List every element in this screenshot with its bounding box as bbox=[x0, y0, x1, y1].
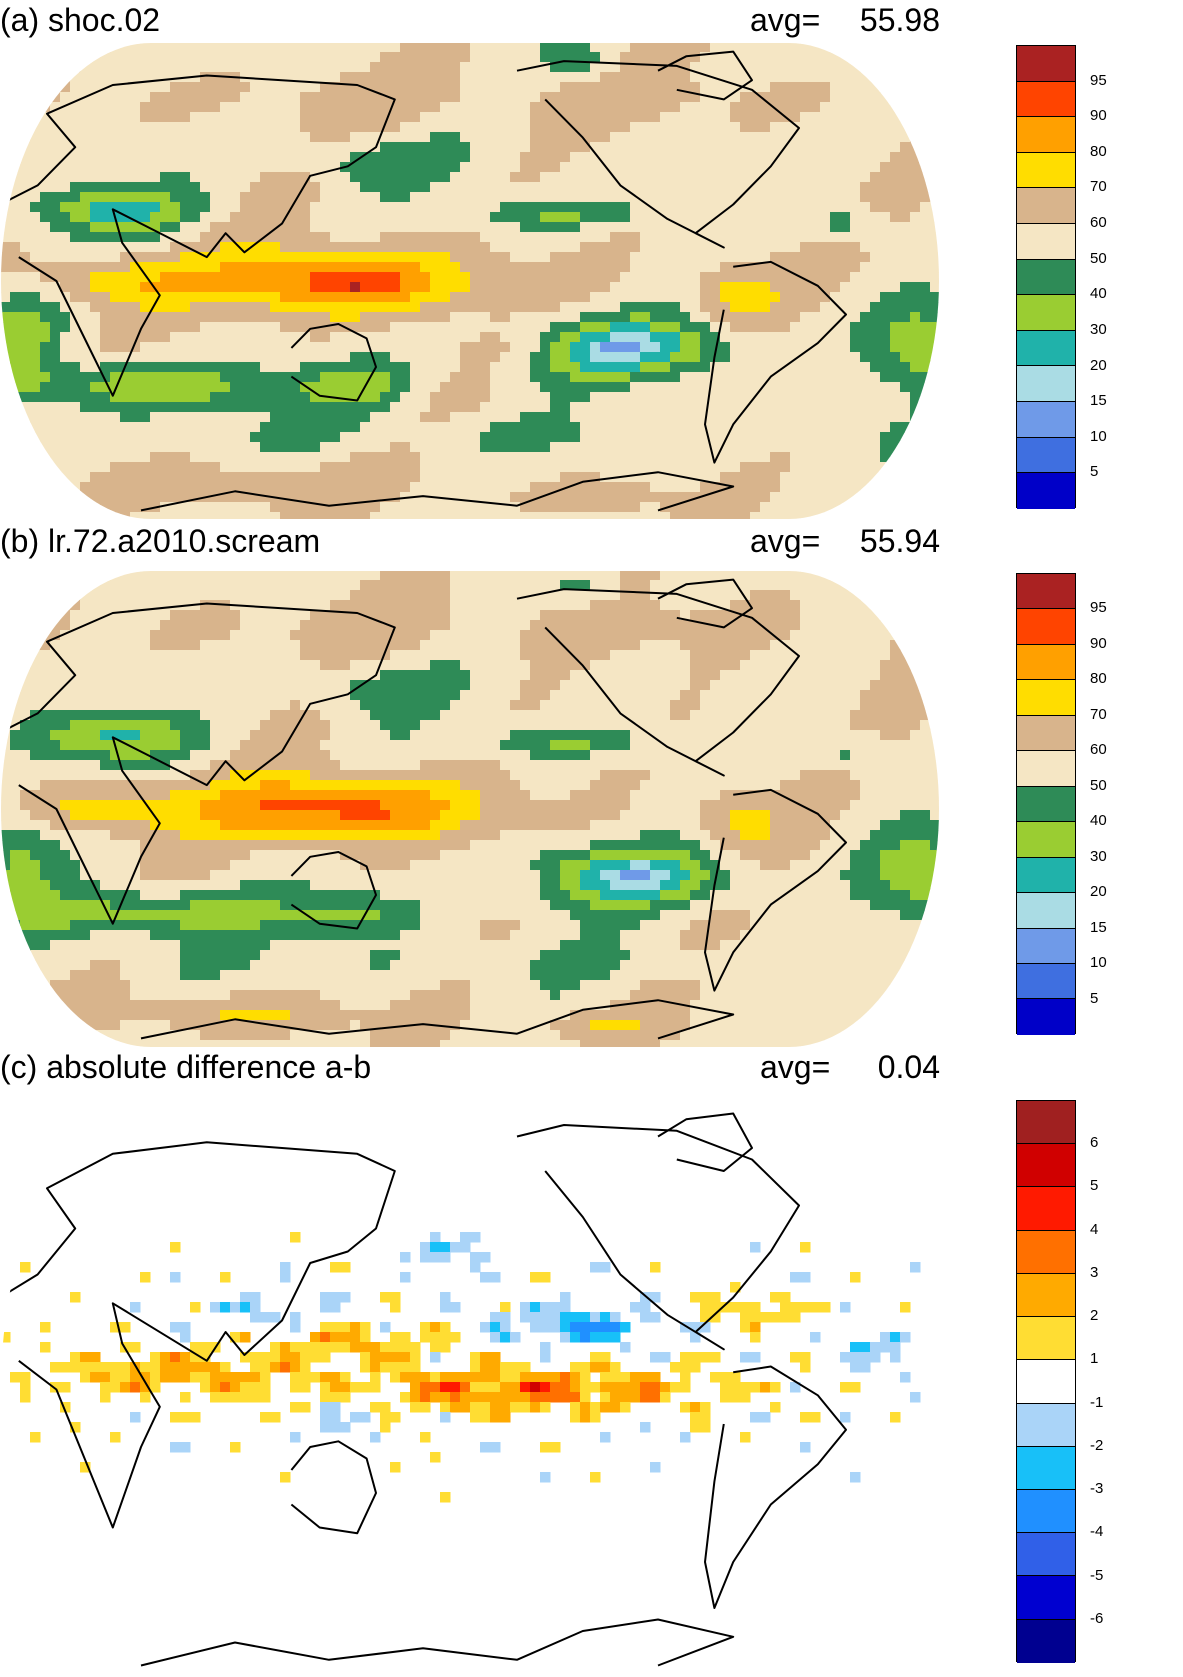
colorbar-swatch bbox=[1017, 786, 1075, 823]
avg-label: avg= bbox=[750, 523, 821, 559]
colorbar-swatch bbox=[1017, 1489, 1075, 1534]
colorbar-swatch bbox=[1017, 680, 1075, 716]
colorbar-swatch bbox=[1017, 402, 1075, 438]
colorbar-swatch bbox=[1017, 644, 1075, 681]
colorbar-tick-label: 80 bbox=[1090, 142, 1107, 160]
colorbar-tick-label: -4 bbox=[1090, 1523, 1104, 1541]
colorbar-tick-label: -2 bbox=[1090, 1436, 1104, 1454]
panel-c: (c) absolute difference a-b avg= 0.04 bbox=[0, 1049, 1183, 1677]
colorbar-swatch bbox=[1017, 473, 1075, 509]
colorbar-tick-label: 50 bbox=[1090, 776, 1107, 794]
map-c bbox=[1, 1112, 921, 1667]
panel-title: (a) shoc.02 bbox=[0, 2, 161, 38]
colorbar-tick-label: 15 bbox=[1090, 918, 1107, 936]
colorbar-swatch bbox=[1017, 822, 1075, 858]
colorbar-tick-label: -1 bbox=[1090, 1393, 1104, 1411]
colorbar-swatch bbox=[1017, 1533, 1075, 1577]
panel-title: (b) lr.72.a2010.scream bbox=[0, 523, 321, 559]
colorbar-tick-label: -6 bbox=[1090, 1609, 1104, 1627]
colorbar-swatch bbox=[1017, 437, 1075, 474]
colorbar-swatch bbox=[1017, 1403, 1075, 1447]
field-cells bbox=[1, 43, 939, 519]
colorbar-swatch bbox=[1017, 1144, 1075, 1188]
colorbar-swatch bbox=[1017, 1187, 1075, 1231]
coastlines bbox=[1, 1112, 847, 1667]
field-cells bbox=[1, 571, 939, 1047]
colorbar-swatch bbox=[1017, 857, 1075, 894]
coastlines bbox=[1, 50, 847, 512]
colorbar-tick-label: 5 bbox=[1090, 1177, 1099, 1195]
colorbar-tick-label: 70 bbox=[1090, 705, 1107, 723]
colorbar-swatch bbox=[1017, 295, 1075, 331]
colorbar-swatch bbox=[1017, 574, 1075, 610]
map-b bbox=[1, 571, 939, 1047]
colorbar-tick-label: 60 bbox=[1090, 214, 1107, 232]
colorbar-tick-label: 20 bbox=[1090, 883, 1107, 901]
colorbar-swatch bbox=[1017, 963, 1075, 1000]
colorbar-swatch bbox=[1017, 46, 1075, 82]
colorbar-swatch bbox=[1017, 188, 1075, 225]
colorbar-tick-label: 1 bbox=[1090, 1350, 1099, 1368]
coastlines bbox=[1, 578, 847, 1040]
colorbar-tick-label: 2 bbox=[1090, 1307, 1099, 1325]
panel-b: (b) lr.72.a2010.scream avg= 55.94 bbox=[0, 523, 1183, 1047]
colorbar-swatch bbox=[1017, 224, 1075, 260]
field-cells bbox=[1, 1232, 921, 1503]
colorbar-swatch bbox=[1017, 893, 1075, 929]
avg-value: 0.04 bbox=[877, 1049, 940, 1085]
colorbar-tick-label: 30 bbox=[1090, 847, 1107, 865]
colorbar-tick-label: 50 bbox=[1090, 249, 1107, 267]
colorbar-tick-label: 60 bbox=[1090, 741, 1107, 759]
colorbar-tick-label: -5 bbox=[1090, 1566, 1104, 1584]
panel-title: (c) absolute difference a-b bbox=[0, 1049, 372, 1085]
avg-value: 55.98 bbox=[859, 2, 940, 38]
colorbar-tick-label: 5 bbox=[1090, 989, 1099, 1007]
colorbar-swatch bbox=[1017, 366, 1075, 403]
colorbar-tick-label: 40 bbox=[1090, 812, 1107, 830]
colorbar-tick-label: -3 bbox=[1090, 1480, 1104, 1498]
colorbar-swatch bbox=[1017, 928, 1075, 964]
colorbar-swatch bbox=[1017, 751, 1075, 787]
colorbar-swatch bbox=[1017, 715, 1075, 752]
panel-a: (a) shoc.02 avg= 55.98 bbox=[0, 0, 1183, 520]
colorbar-swatch bbox=[1017, 999, 1075, 1035]
avg-label: avg= bbox=[750, 2, 821, 38]
colorbar-tick-label: 95 bbox=[1090, 599, 1107, 617]
colorbar-tick-label: 5 bbox=[1090, 463, 1099, 481]
avg-value: 55.94 bbox=[859, 523, 940, 559]
avg-label: avg= bbox=[760, 1049, 831, 1085]
colorbar-swatch bbox=[1017, 1360, 1075, 1404]
colorbar-tick-label: 90 bbox=[1090, 107, 1107, 125]
colorbar-tick-label: 70 bbox=[1090, 178, 1107, 196]
colorbar bbox=[1016, 573, 1076, 1035]
colorbar-swatch bbox=[1017, 1317, 1075, 1361]
colorbar-tick-label: 95 bbox=[1090, 71, 1107, 89]
colorbar-swatch bbox=[1017, 259, 1075, 296]
colorbar-tick-label: 20 bbox=[1090, 356, 1107, 374]
colorbar-swatch bbox=[1017, 330, 1075, 367]
colorbar-tick-label: 80 bbox=[1090, 670, 1107, 688]
colorbar-swatch bbox=[1017, 81, 1075, 118]
colorbar-swatch bbox=[1017, 1230, 1075, 1274]
colorbar-tick-label: 90 bbox=[1090, 634, 1107, 652]
colorbar-tick-label: 40 bbox=[1090, 285, 1107, 303]
colorbar-swatch bbox=[1017, 609, 1075, 645]
colorbar bbox=[1016, 1100, 1076, 1663]
colorbar-tick-label: 4 bbox=[1090, 1220, 1099, 1238]
colorbar-tick-label: 30 bbox=[1090, 320, 1107, 338]
colorbar-swatch bbox=[1017, 1576, 1075, 1620]
colorbar-swatch bbox=[1017, 1619, 1075, 1663]
colorbar-swatch bbox=[1017, 152, 1075, 189]
colorbar-swatch bbox=[1017, 1101, 1075, 1145]
colorbar-swatch bbox=[1017, 117, 1075, 153]
colorbar-swatch bbox=[1017, 1273, 1075, 1318]
colorbar-tick-label: 3 bbox=[1090, 1263, 1099, 1281]
colorbar-swatch bbox=[1017, 1446, 1075, 1490]
colorbar-tick-label: 15 bbox=[1090, 392, 1107, 410]
map-a bbox=[1, 43, 939, 519]
colorbar bbox=[1016, 45, 1076, 509]
colorbar-tick-label: 6 bbox=[1090, 1134, 1099, 1152]
colorbar-tick-label: 10 bbox=[1090, 427, 1107, 445]
colorbar-tick-label: 10 bbox=[1090, 954, 1107, 972]
